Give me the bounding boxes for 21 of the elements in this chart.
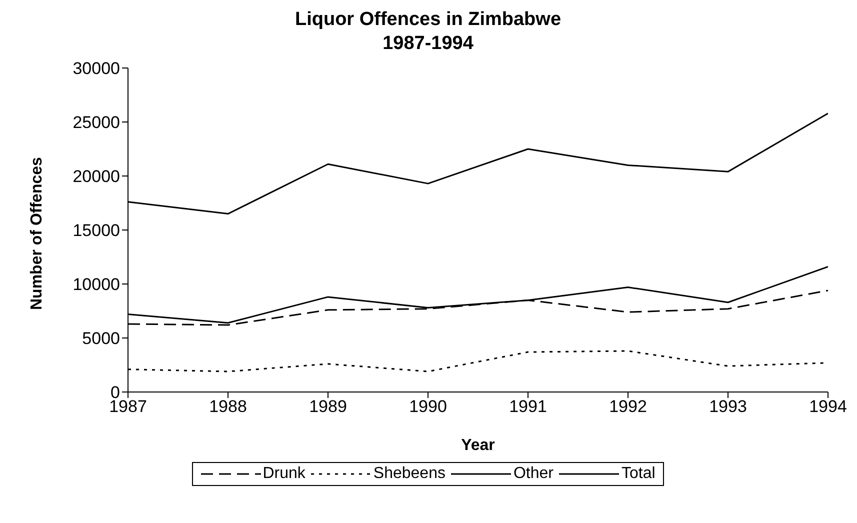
chart-title: Liquor Offences in Zimbabwe 1987-1994 (294, 8, 562, 56)
legend-label: Total (621, 465, 656, 483)
x-tick-label: 1988 (209, 397, 247, 416)
legend-label: Shebeens (373, 465, 446, 483)
y-tick-label: 30000 (72, 59, 120, 78)
x-tick-label: 1994 (809, 397, 847, 416)
y-tick-label: 20000 (72, 167, 120, 186)
y-tick-label: 10000 (72, 275, 120, 294)
x-tick-label: 1991 (509, 397, 547, 416)
y-tick-label: 5000 (82, 329, 120, 348)
legend-label: Drunk (262, 465, 306, 483)
x-tick-label: 1987 (109, 397, 147, 416)
x-tick-label: 1990 (409, 397, 447, 416)
y-tick-label: 15000 (72, 221, 120, 240)
x-tick-label: 1989 (309, 397, 347, 416)
y-axis-title: Number of Offences (28, 156, 46, 310)
x-tick-label: 1993 (709, 397, 747, 416)
legend-label: Other (513, 465, 554, 483)
y-tick-label: 25000 (72, 113, 120, 132)
x-axis-title: Year (461, 437, 495, 454)
x-tick-label: 1992 (609, 397, 647, 416)
